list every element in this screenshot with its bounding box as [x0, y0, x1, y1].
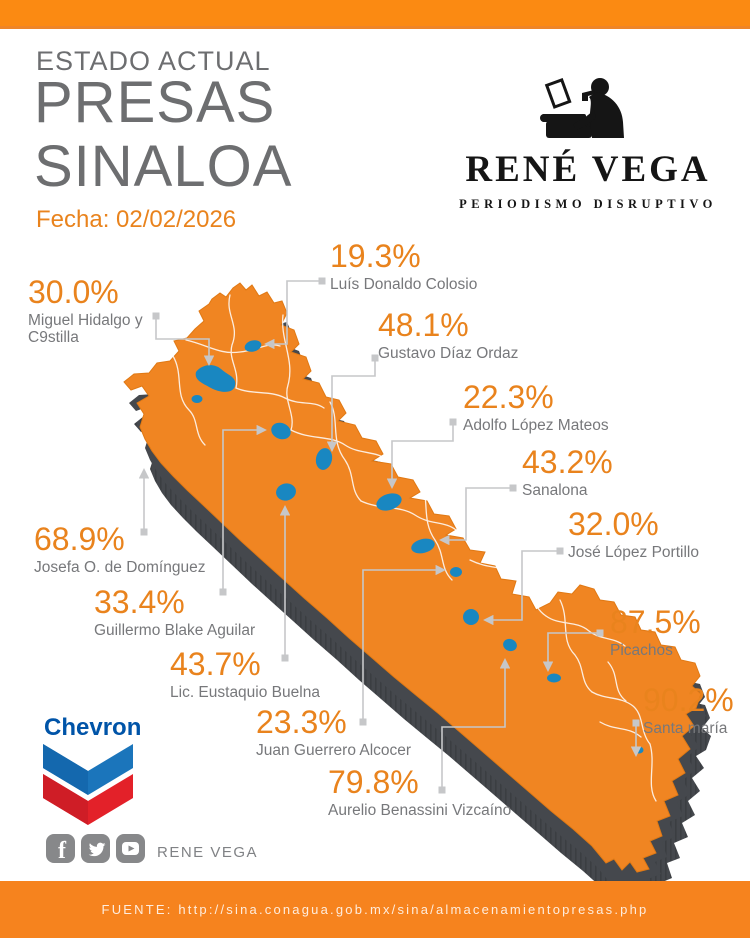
dam-name: Miguel Hidalgo y C9stilla	[28, 311, 143, 347]
leader-line	[264, 277, 326, 350]
dam-value: 43.7%	[170, 646, 261, 682]
dam-label-diaz-ordaz: 48.1% Gustavo Díaz Ordaz	[378, 309, 518, 362]
leader-line	[542, 629, 604, 672]
lake	[450, 567, 462, 577]
top-accent-bar	[0, 0, 750, 29]
dam-value: 90.2%	[643, 682, 734, 718]
chevron-logo-icon	[43, 744, 133, 825]
leader-lines	[138, 277, 642, 794]
footer-bar: FUENTE: http://sina.conagua.gob.mx/sina/…	[0, 881, 750, 938]
date-label: Fecha: 02/02/2026	[36, 206, 237, 233]
dam-name: Guillermo Blake Aguilar	[94, 621, 256, 639]
dam-label-eustaquio-buelna: 43.7% Lic. Eustaquio Buelna	[170, 648, 320, 701]
dam-label-santa-maria: 90.2% Santa maría	[643, 684, 734, 737]
dam-label-miguel-hidalgo: 30.0% Miguel Hidalgo y C9stilla	[28, 276, 146, 347]
dam-name: Picachos	[610, 641, 673, 659]
lake	[547, 673, 561, 683]
dam-value: 87.5%	[610, 604, 701, 640]
dam-name: Sanalona	[522, 481, 588, 499]
dam-label-guerrero-alcocer: 23.3% Juan Guerrero Alcocer	[256, 706, 411, 759]
dam-name: Gustavo Díaz Ordaz	[378, 344, 519, 362]
youtube-icon[interactable]	[116, 834, 145, 863]
kicker-text: ESTADO ACTUAL	[36, 46, 271, 76]
dam-label-benassini-vizcaino: 79.8% Aurelio Benassini Vizcaíno	[328, 766, 511, 819]
chevron-wordmark: Chevron	[44, 714, 142, 741]
facebook-icon[interactable]: f	[46, 834, 75, 864]
dam-value: 43.2%	[522, 444, 613, 480]
leader-line	[359, 564, 446, 726]
dam-name: Luís Donaldo Colosio	[330, 275, 478, 293]
leader-line	[219, 424, 267, 596]
leader-line	[438, 658, 511, 794]
social-icons: f	[46, 834, 145, 864]
dam-name: Lic. Eustaquio Buelna	[170, 683, 320, 701]
lake	[315, 448, 333, 470]
dam-value: 22.3%	[463, 379, 554, 415]
dam-value: 33.4%	[94, 584, 185, 620]
journalist-typewriter-icon	[540, 78, 624, 138]
lake	[463, 609, 479, 625]
brand-tagline: PERIODISMO DISRUPTIVO	[459, 197, 717, 211]
dam-name: Aurelio Benassini Vizcaíno	[328, 801, 512, 819]
brand-block: RENÉ VEGA PERIODISMO DISRUPTIVO	[448, 74, 728, 212]
dam-label-blake-aguilar: 33.4% Guillermo Blake Aguilar	[94, 586, 255, 639]
dam-value: 68.9%	[34, 521, 125, 557]
twitter-icon[interactable]	[81, 834, 110, 863]
social-handle: RENE VEGA	[157, 844, 259, 861]
leader-line	[326, 354, 379, 452]
page-title-line2: SINALOA	[34, 134, 293, 199]
dam-label-picachos: 87.5% Picachos	[610, 606, 701, 659]
lake	[271, 422, 291, 440]
dam-value: 32.0%	[568, 506, 659, 542]
dam-name: José López Portillo	[568, 543, 699, 561]
dam-label-josefa-dominguez: 68.9% Josefa O. de Domínguez	[34, 523, 205, 576]
dam-label-lopez-mateos: 22.3% Adolfo López Mateos	[463, 381, 609, 434]
dam-value: 23.3%	[256, 704, 347, 740]
leader-line	[439, 484, 517, 546]
lake	[276, 483, 296, 501]
dam-name: Juan Guerrero Alcocer	[256, 741, 412, 759]
dam-label-lopez-portillo: 32.0% José López Portillo	[568, 508, 699, 561]
dam-value: 30.0%	[28, 274, 119, 310]
leader-line	[152, 312, 215, 366]
brand-name: RENÉ VEGA	[465, 149, 711, 190]
dam-name: Josefa O. de Domínguez	[34, 558, 206, 576]
dam-name: Adolfo López Mateos	[463, 416, 609, 434]
dam-value: 19.3%	[330, 238, 421, 274]
leader-line	[483, 547, 564, 626]
lake	[503, 638, 517, 652]
leader-line	[386, 418, 457, 489]
dam-value: 48.1%	[378, 307, 469, 343]
lake	[195, 365, 236, 392]
dam-value: 79.8%	[328, 764, 419, 800]
dam-label-colosio: 19.3% Luís Donaldo Colosio	[330, 240, 477, 293]
svg-text:f: f	[58, 838, 67, 864]
lake	[376, 493, 402, 511]
dam-name: Santa maría	[643, 719, 728, 737]
dam-label-sanalona: 43.2% Sanalona	[522, 446, 613, 499]
lake	[411, 538, 435, 554]
lake	[191, 395, 203, 403]
lake	[244, 340, 262, 352]
page-title-line1: PRESAS	[34, 70, 276, 135]
source-text: FUENTE: http://sina.conagua.gob.mx/sina/…	[101, 902, 649, 917]
